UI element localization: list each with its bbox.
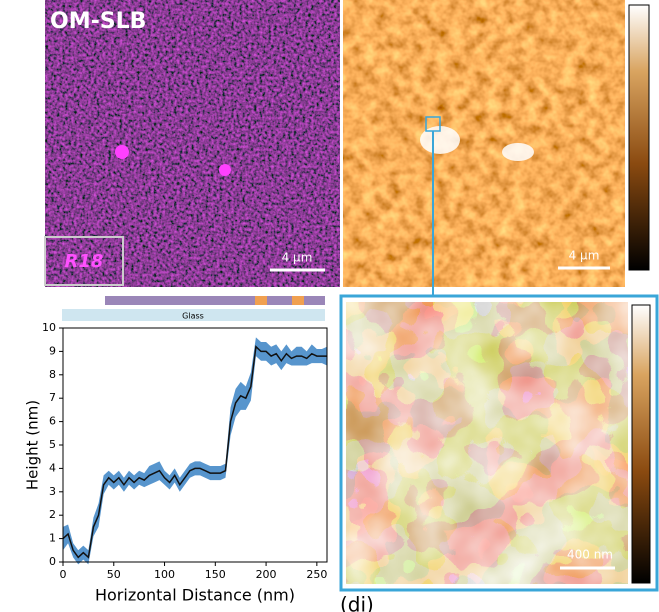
- y-tick-label: 2: [49, 508, 56, 521]
- y-tick-label: 0: [49, 555, 56, 568]
- channel-label: R18: [65, 251, 104, 272]
- panel-title: OM-SLB: [50, 9, 146, 34]
- x-tick-label: 250: [306, 568, 327, 581]
- spot: [115, 145, 129, 159]
- afm-panel: 4 µm: [343, 0, 649, 287]
- x-tick-label: 100: [154, 568, 175, 581]
- y-tick-label: 3: [49, 485, 56, 498]
- feature: [502, 143, 534, 161]
- y-tick-label: 4: [49, 461, 56, 474]
- afm-zoom-panel: 400 nm: [341, 296, 657, 590]
- scale-label: 4 µm: [282, 251, 313, 265]
- y-tick-label: 5: [49, 438, 56, 451]
- y-tick-label: 9: [49, 344, 56, 357]
- y-tick-label: 10: [42, 321, 56, 334]
- colorbar: [632, 305, 650, 583]
- x-tick-label: 0: [60, 568, 67, 581]
- x-tick-label: 200: [256, 568, 277, 581]
- afm-image: [343, 0, 625, 287]
- y-tick-label: 1: [49, 532, 56, 545]
- figure: OM-SLB R18 4 µm 4 µm 400 nm Glass 0 1 2 3 4 5…: [0, 0, 659, 612]
- x-tick-label: 150: [205, 568, 226, 581]
- scale-label: 4 µm: [569, 249, 600, 263]
- y-tick-label: 7: [49, 391, 56, 404]
- x-tick-label: 50: [107, 568, 121, 581]
- fluorescence-texture: [45, 0, 340, 287]
- error-band: [63, 337, 327, 564]
- x-axis-label: Horizontal Distance (nm): [95, 586, 295, 605]
- y-tick-label: 6: [49, 415, 56, 428]
- protein: [292, 296, 304, 305]
- schematic: Glass: [62, 296, 325, 321]
- fluorescence-panel: OM-SLB R18 4 µm: [45, 0, 340, 287]
- y-axis-label: Height (nm): [24, 400, 42, 490]
- glass-label: Glass: [182, 312, 204, 321]
- mean-line: [63, 347, 327, 558]
- y-tick-label: 8: [49, 368, 56, 381]
- protein: [255, 296, 267, 305]
- scale-label: 400 nm: [567, 548, 613, 562]
- spot: [219, 164, 231, 176]
- colorbar: [629, 5, 649, 270]
- zoom-image: [346, 302, 628, 584]
- caption: (di): [340, 593, 374, 612]
